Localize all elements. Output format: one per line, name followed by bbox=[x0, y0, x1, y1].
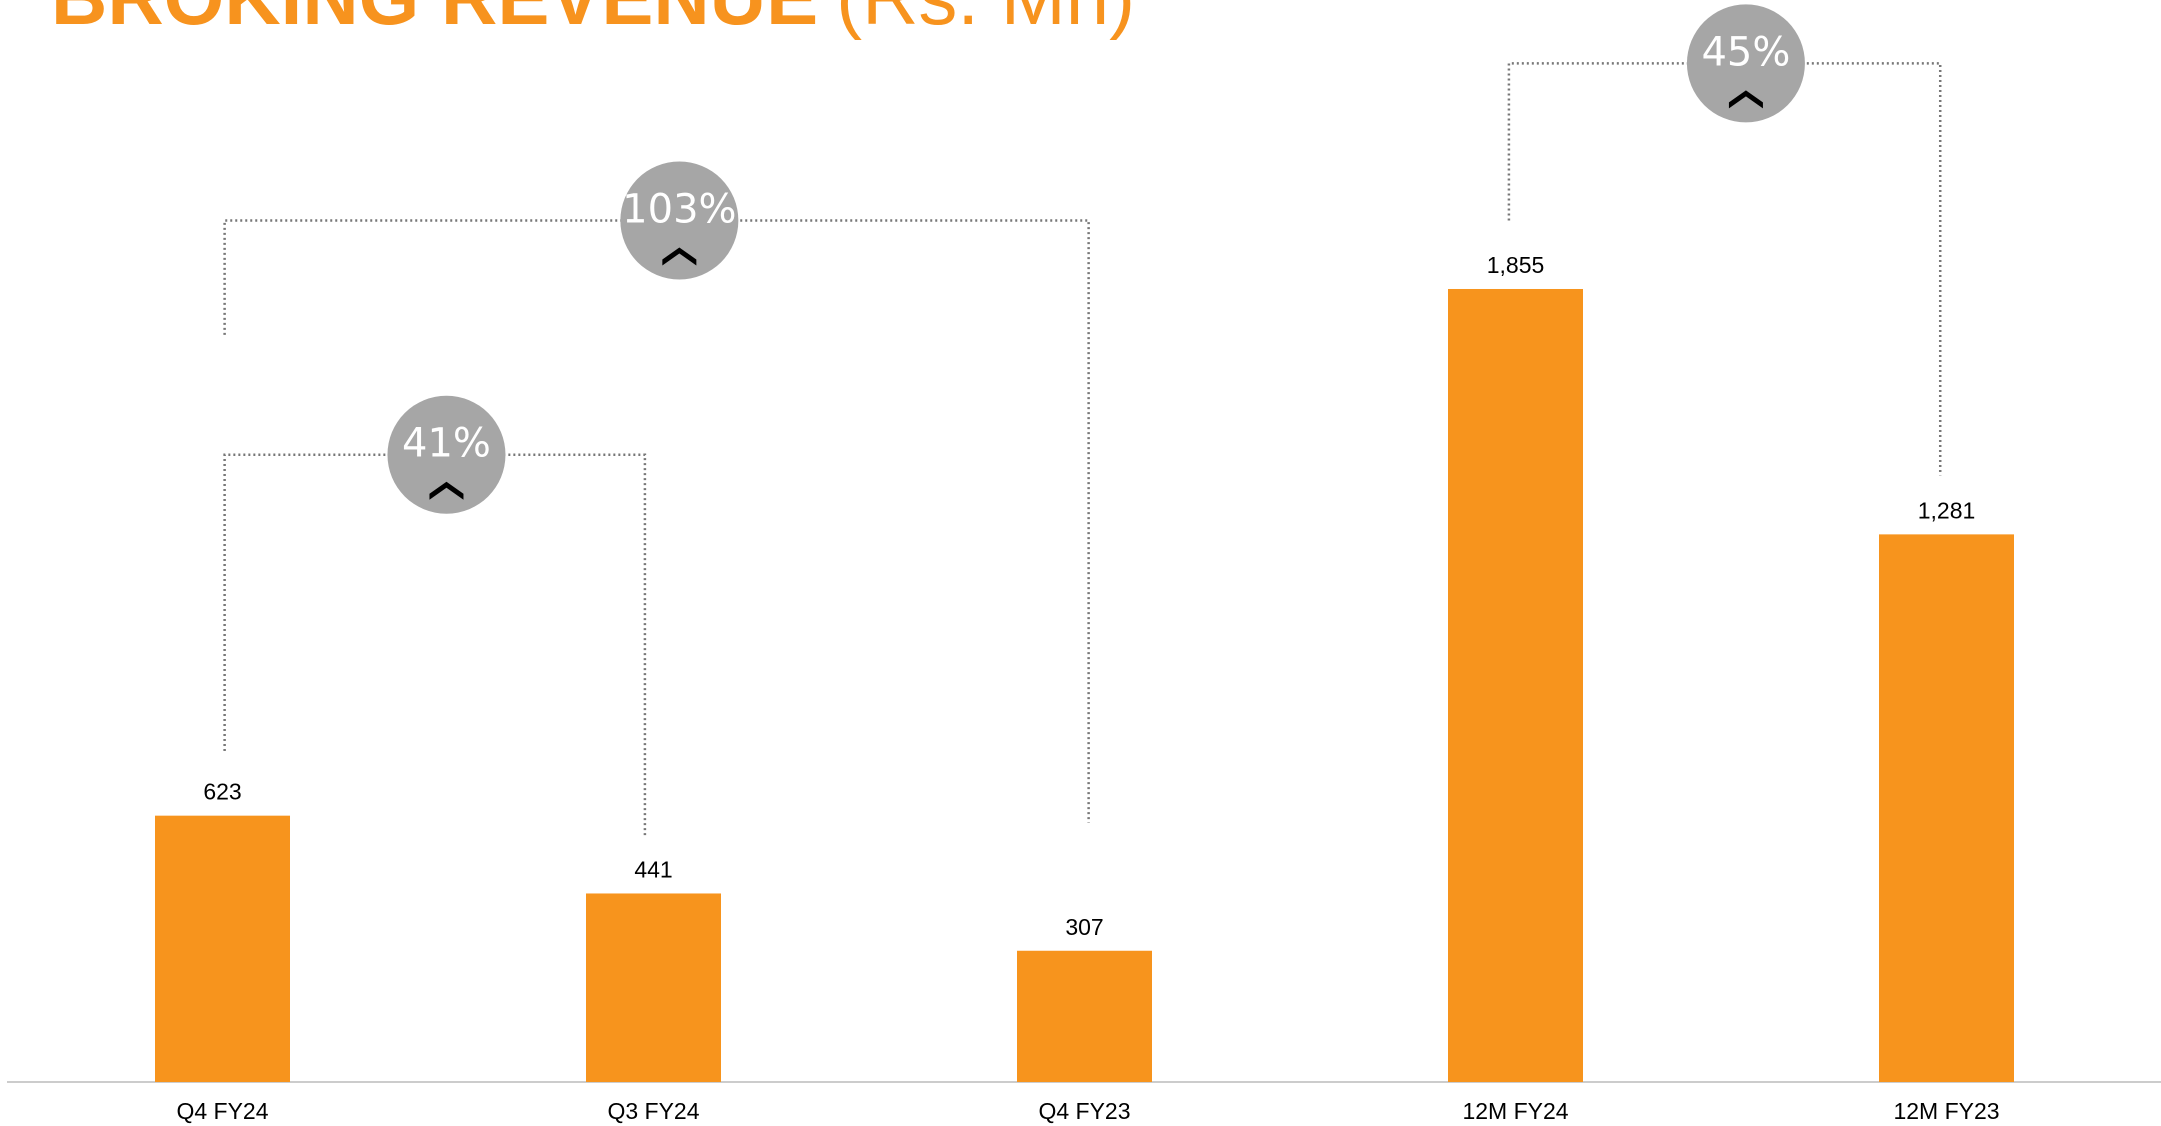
value-label: 307 bbox=[1065, 914, 1103, 940]
up-chevron bbox=[429, 481, 464, 500]
value-label: 1,855 bbox=[1487, 252, 1545, 278]
bracket bbox=[223, 219, 1090, 823]
value-label: 441 bbox=[634, 856, 672, 882]
chart-title: BROKING REVENUE (Rs. Mn) bbox=[51, 0, 1135, 41]
bar bbox=[1017, 950, 1152, 1082]
x-tick-label: Q4 FY24 bbox=[176, 1098, 268, 1124]
bar bbox=[1448, 288, 1583, 1082]
title: BROKING REVENUE bbox=[51, 0, 818, 41]
growth-badge bbox=[1686, 4, 1805, 123]
growth-label: 41% bbox=[402, 421, 491, 467]
value-label: 1,281 bbox=[1918, 497, 1976, 523]
growth-badge bbox=[387, 395, 506, 514]
bar bbox=[586, 893, 721, 1082]
bar bbox=[155, 815, 290, 1082]
growth-badge bbox=[620, 161, 739, 280]
growth-label: 45% bbox=[1701, 29, 1790, 75]
title-unit: (Rs. Mn) bbox=[836, 0, 1135, 41]
up-chevron bbox=[1728, 90, 1763, 109]
x-tick-label: 12M FY24 bbox=[1462, 1098, 1568, 1124]
x-tick-label: Q4 FY23 bbox=[1038, 1098, 1130, 1124]
growth-label: 103% bbox=[622, 186, 736, 232]
bar bbox=[1879, 534, 2014, 1082]
x-tick-label: Q3 FY24 bbox=[607, 1098, 699, 1124]
x-tick-label: 12M FY23 bbox=[1893, 1098, 1999, 1124]
value-label: 623 bbox=[203, 779, 241, 805]
up-chevron bbox=[662, 247, 697, 266]
